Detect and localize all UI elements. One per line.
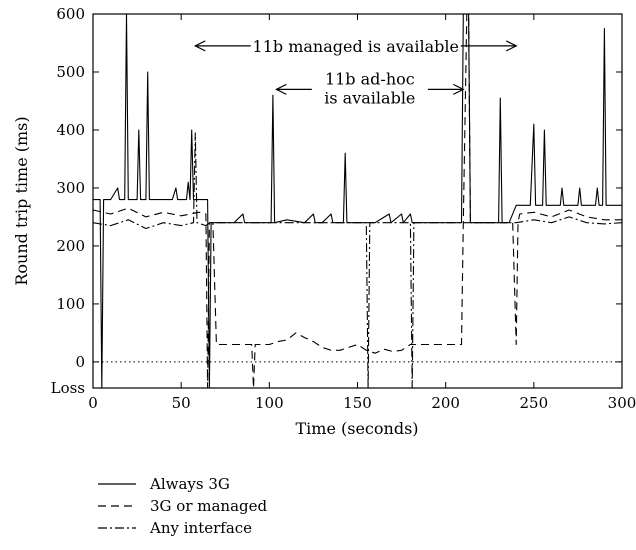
y-tick-label: Loss xyxy=(51,379,85,397)
annotation-adhoc-label: is available xyxy=(324,88,415,107)
y-axis-title: Round trip time (ms) xyxy=(12,116,31,285)
x-tick-label: 250 xyxy=(520,394,549,412)
y-tick-label: 200 xyxy=(56,237,85,255)
legend-label-3: Any interface xyxy=(149,519,252,537)
y-tick-label: 100 xyxy=(56,295,85,313)
x-tick-label: 100 xyxy=(255,394,284,412)
annotation-managed-label: 11b managed is available xyxy=(253,37,459,56)
x-tick-label: 300 xyxy=(608,394,636,412)
series-line-1 xyxy=(93,13,622,389)
x-tick-label: 0 xyxy=(88,394,98,412)
legend-label-2: 3G or managed xyxy=(150,497,268,515)
series-line-3 xyxy=(92,132,623,389)
legend: Always 3G 3G or managed Any interface xyxy=(98,475,268,537)
x-tick-label: 50 xyxy=(172,394,191,412)
series-line-2 xyxy=(92,13,622,389)
axes-layer: Time (seconds) Round trip time (ms) 0 50 1… xyxy=(12,5,636,438)
y-tick-label: 500 xyxy=(56,63,85,81)
arrow-head xyxy=(505,40,518,52)
x-tick-label: 150 xyxy=(343,394,372,412)
annotation-adhoc-label: 11b ad-hoc xyxy=(325,69,415,88)
y-tick-label: 600 xyxy=(56,5,85,23)
y-tick-label: 400 xyxy=(56,121,85,139)
y-tick-label: 300 xyxy=(56,179,85,197)
plot-layer xyxy=(92,13,623,389)
y-tick-label: 0 xyxy=(75,353,85,371)
x-axis-title: Time (seconds) xyxy=(295,419,418,438)
legend-label-1: Always 3G xyxy=(149,475,230,493)
arrow-head xyxy=(275,83,287,95)
x-tick-label: 200 xyxy=(431,394,460,412)
arrow-head xyxy=(193,40,206,52)
arrow-head xyxy=(453,83,465,95)
